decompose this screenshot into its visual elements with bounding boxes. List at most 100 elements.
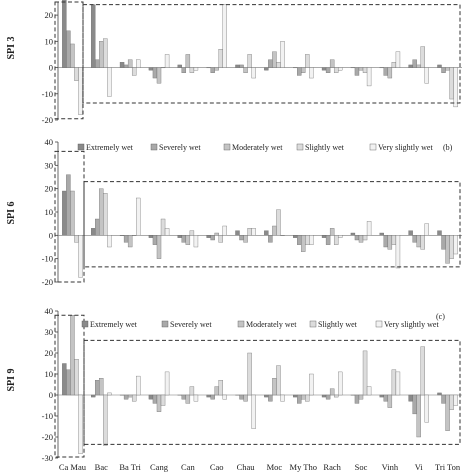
category-label: Bac bbox=[95, 462, 108, 472]
bar-moderately-wet bbox=[416, 394, 421, 438]
bar-slightly-wet bbox=[74, 235, 79, 243]
category-label: Vi bbox=[415, 462, 424, 472]
bar-moderately-wet bbox=[387, 67, 393, 79]
y-tick-label: 30 bbox=[45, 327, 54, 337]
bar-moderately-wet bbox=[70, 43, 75, 68]
bar-slightly-wet bbox=[103, 193, 108, 236]
bar-moderately-wet bbox=[70, 190, 75, 236]
bar-severely-wet bbox=[95, 218, 100, 236]
y-tick-label: -20 bbox=[42, 432, 53, 442]
bar-very-slightly-wet bbox=[136, 375, 141, 396]
bar-severely-wet bbox=[383, 394, 389, 402]
bar-extremely-wet bbox=[177, 235, 182, 238]
bar-extremely-wet bbox=[408, 64, 413, 68]
bar-slightly-wet bbox=[305, 394, 310, 402]
bar-extremely-wet bbox=[293, 235, 298, 238]
highlight-box bbox=[54, 314, 85, 458]
bar-slightly-wet bbox=[449, 235, 454, 259]
category-label: Moc bbox=[267, 462, 283, 472]
panel-label: (b) bbox=[443, 143, 453, 152]
bar-very-slightly-wet bbox=[164, 228, 170, 236]
bar-moderately-wet bbox=[156, 235, 162, 259]
bar-very-slightly-wet bbox=[309, 373, 314, 396]
legend-label: Very slightly wet bbox=[384, 320, 439, 329]
bar-slightly-wet bbox=[247, 54, 252, 68]
legend-swatch bbox=[309, 320, 317, 328]
bar-severely-wet bbox=[354, 67, 360, 76]
bar-very-slightly-wet bbox=[222, 394, 227, 400]
bar-extremely-wet bbox=[235, 64, 240, 68]
bar-very-slightly-wet bbox=[424, 67, 429, 84]
bar-severely-wet bbox=[441, 67, 446, 73]
bar-moderately-wet bbox=[329, 228, 335, 236]
bar-severely-wet bbox=[152, 394, 158, 404]
bar-extremely-wet bbox=[206, 235, 211, 238]
bar-extremely-wet bbox=[62, 363, 67, 396]
bar-severely-wet bbox=[152, 235, 158, 245]
legend-swatch bbox=[369, 143, 377, 151]
bar-severely-wet bbox=[354, 235, 360, 241]
bar-moderately-wet bbox=[445, 235, 450, 264]
bar-slightly-wet bbox=[391, 235, 397, 245]
bar-very-slightly-wet bbox=[107, 235, 112, 248]
y-tick-label: 20 bbox=[45, 184, 54, 194]
bar-extremely-wet bbox=[177, 64, 182, 68]
category-label: Cao bbox=[210, 462, 224, 472]
bar-very-slightly-wet bbox=[193, 235, 199, 248]
category-label: Vinh bbox=[382, 462, 399, 472]
bar-moderately-wet bbox=[185, 235, 191, 245]
y-tick-label: -20 bbox=[42, 115, 53, 125]
bar-very-slightly-wet bbox=[164, 54, 170, 68]
bar-very-slightly-wet bbox=[453, 67, 458, 108]
y-axis-label: SPI 3 bbox=[6, 36, 17, 59]
bar-slightly-wet bbox=[333, 394, 339, 398]
bar-moderately-wet bbox=[329, 59, 335, 68]
bar-moderately-wet bbox=[99, 378, 104, 396]
category-label: Can bbox=[181, 462, 195, 472]
bar-moderately-wet bbox=[301, 67, 306, 73]
bar-very-slightly-wet bbox=[78, 67, 83, 115]
legend-label: Slightly wet bbox=[305, 143, 345, 152]
bar-slightly-wet bbox=[103, 394, 108, 446]
bar-very-slightly-wet bbox=[164, 371, 170, 396]
bar-slightly-wet bbox=[160, 394, 166, 406]
bar-moderately-wet bbox=[416, 235, 421, 248]
bar-very-slightly-wet bbox=[280, 394, 285, 402]
bar-extremely-wet bbox=[264, 394, 269, 398]
y-tick-label: 10 bbox=[45, 369, 54, 379]
bar-severely-wet bbox=[66, 174, 71, 236]
bar-severely-wet bbox=[123, 64, 129, 68]
bar-extremely-wet bbox=[91, 394, 96, 398]
bar-extremely-wet bbox=[321, 235, 327, 238]
legend-label: Severely wet bbox=[159, 143, 201, 152]
bar-moderately-wet bbox=[272, 51, 277, 68]
bar-severely-wet bbox=[210, 394, 215, 400]
bar-extremely-wet bbox=[206, 394, 211, 398]
bar-slightly-wet bbox=[362, 235, 368, 241]
bar-moderately-wet bbox=[358, 235, 364, 243]
bar-very-slightly-wet bbox=[222, 4, 227, 68]
bar-extremely-wet bbox=[293, 394, 298, 398]
bar-very-slightly-wet bbox=[366, 386, 372, 396]
bar-severely-wet bbox=[383, 235, 389, 248]
bar-severely-wet bbox=[239, 64, 244, 68]
bar-extremely-wet bbox=[62, 190, 67, 236]
bar-moderately-wet bbox=[358, 394, 364, 400]
bar-very-slightly-wet bbox=[338, 371, 343, 396]
bar-slightly-wet bbox=[247, 352, 252, 396]
legend-swatch bbox=[223, 143, 231, 151]
legend-label: Extremely wet bbox=[90, 320, 138, 329]
bar-slightly-wet bbox=[420, 46, 425, 68]
bar-moderately-wet bbox=[99, 188, 104, 236]
panel-label: (c) bbox=[436, 312, 445, 321]
category-label: Rach bbox=[323, 462, 341, 472]
bar-extremely-wet bbox=[91, 228, 96, 236]
bar-very-slightly-wet bbox=[78, 235, 83, 278]
bar-severely-wet bbox=[412, 59, 417, 68]
bar-very-slightly-wet bbox=[424, 394, 429, 423]
bar-severely-wet bbox=[297, 67, 302, 76]
bar-extremely-wet bbox=[379, 394, 384, 398]
category-label: Chau bbox=[237, 462, 256, 472]
bar-very-slightly-wet bbox=[222, 225, 227, 236]
